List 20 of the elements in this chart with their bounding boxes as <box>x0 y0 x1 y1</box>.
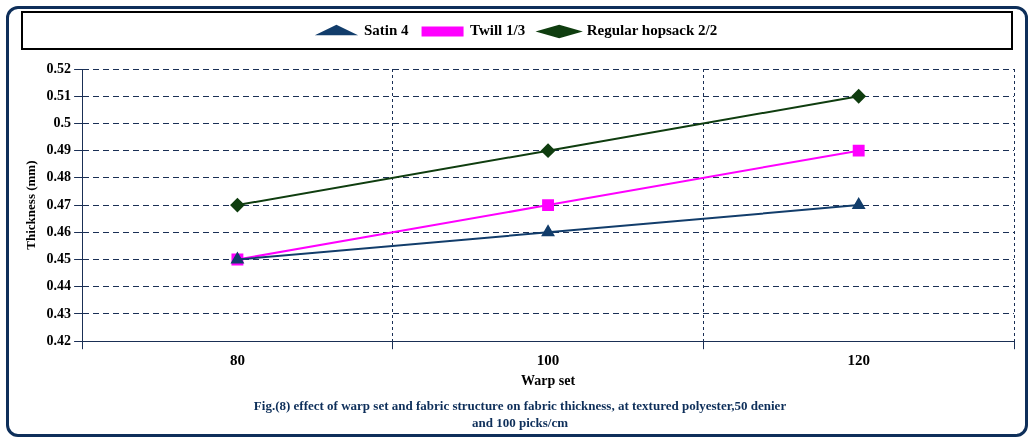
legend-label: Satin 4 <box>363 22 410 39</box>
y-tick-label: 0.45 <box>46 251 72 267</box>
y-axis-title: Thickness (mm) <box>23 160 39 250</box>
legend-label: Regular hopsack 2/2 <box>586 22 718 39</box>
legend-label: Twill 1/3 <box>470 22 526 39</box>
y-tick-label: 0.47 <box>46 196 72 212</box>
y-tick-label: 0.5 <box>53 115 72 131</box>
y-tick-label: 0.42 <box>46 332 72 348</box>
text: Fig.(8) effect of warp set and fabric structure on fabric thickness, at textured polyester,50 denier and 100 picks/cm <box>252 397 788 431</box>
y-tick-label: 0.49 <box>46 142 72 158</box>
x-tick-label: 80 <box>229 352 245 369</box>
y-tick-label: 0.51 <box>46 87 72 103</box>
x-tick-label: 100 <box>536 352 560 369</box>
y-tick-label: 0.52 <box>46 60 72 76</box>
x-axis-title: Warp set <box>521 373 576 389</box>
y-tick-label: 0.46 <box>46 223 72 239</box>
y-tick-label: 0.48 <box>46 169 72 185</box>
y-tick-label: 0.44 <box>46 278 72 294</box>
y-tick-label: 0.43 <box>46 305 72 321</box>
x-tick-label: 120 <box>847 352 870 369</box>
